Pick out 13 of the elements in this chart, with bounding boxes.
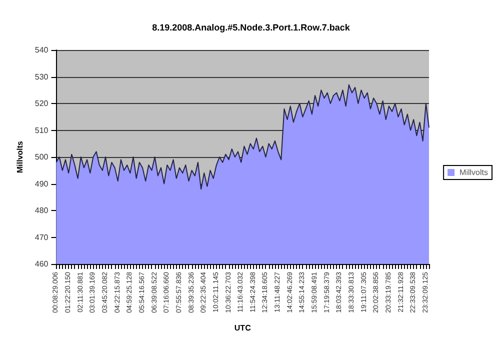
y-tick-label: 520 xyxy=(34,99,49,108)
y-tick-label: 460 xyxy=(34,260,49,268)
y-axis-title: Millvolts xyxy=(16,140,24,174)
x-axis-title: UTC xyxy=(234,324,252,332)
chart-title: 8.19.2008.Analog.#5.Node.3.Port.1.Row.7.back xyxy=(152,22,351,32)
y-tick-label: 480 xyxy=(34,206,49,215)
y-tick-label: 500 xyxy=(34,152,49,162)
y-tick-label: 490 xyxy=(34,179,49,188)
legend-label: Millvolts xyxy=(460,168,488,177)
y-tick-label: 530 xyxy=(34,72,49,82)
y-tick-label: 470 xyxy=(34,232,49,242)
y-tick-label: 510 xyxy=(34,126,49,135)
y-tick-label: 540 xyxy=(34,46,49,54)
